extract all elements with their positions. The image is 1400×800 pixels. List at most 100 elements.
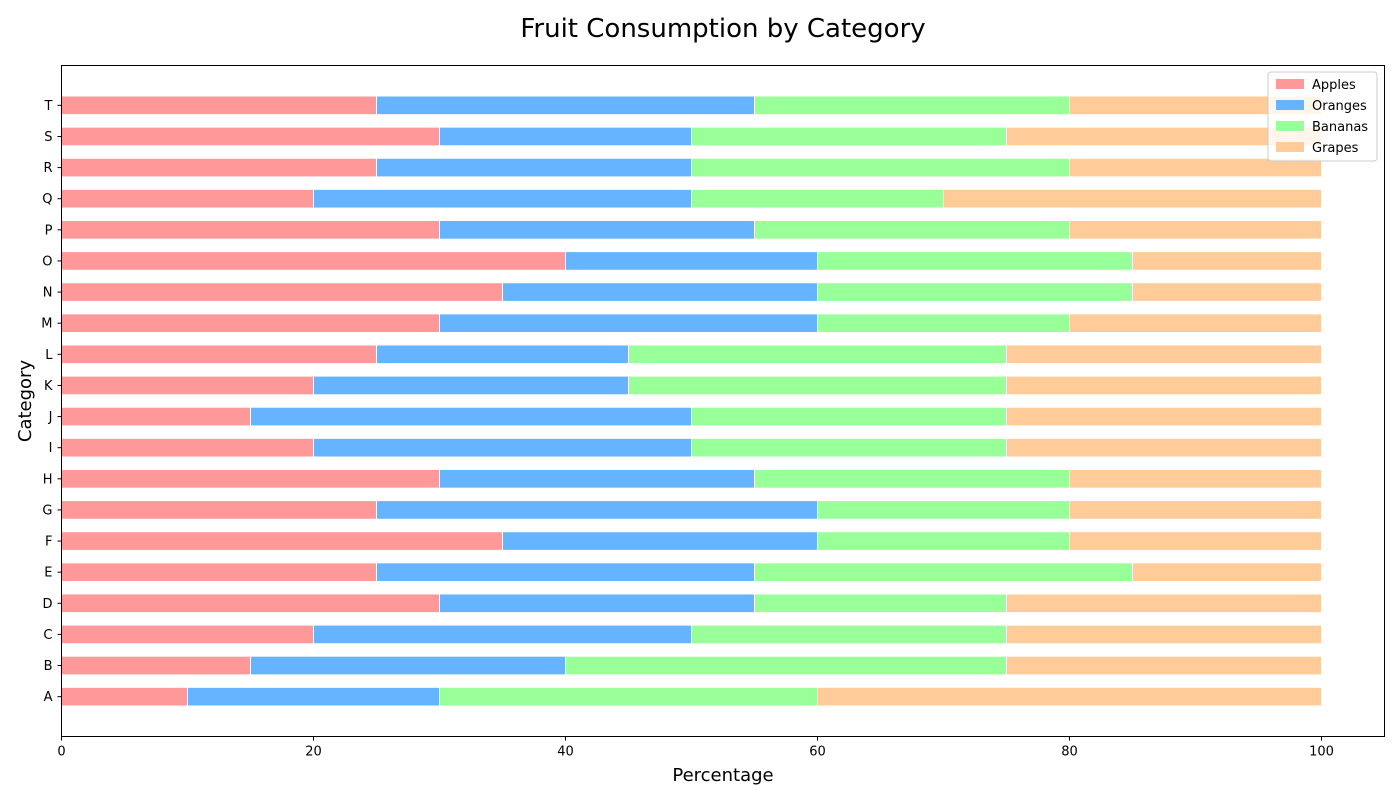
bar-apples-P (61, 219, 440, 240)
y-tick-label-H: H (43, 472, 53, 487)
bar-bananas-C (691, 624, 1007, 645)
bar-grapes-Q (943, 188, 1322, 209)
bar-oranges-J (250, 406, 692, 427)
bar-grapes-P (1069, 219, 1322, 240)
bar-apples-N (61, 282, 503, 302)
bar-grapes-L (1006, 344, 1322, 365)
bar-grapes-E (1132, 562, 1322, 583)
bar-bananas-N (817, 282, 1133, 302)
x-tick-label: 80 (1061, 745, 1078, 760)
bar-oranges-L (376, 344, 629, 365)
bar-grapes-I (1006, 437, 1322, 458)
plot-frame (61, 65, 1385, 737)
bar-grapes-C (1006, 624, 1322, 645)
y-tick-label-L: L (45, 348, 53, 363)
bar-oranges-F (502, 531, 818, 551)
x-tick-label: 0 (57, 745, 65, 760)
bar-grapes-K (1006, 375, 1322, 396)
bar-bananas-H (754, 468, 1070, 489)
bar-bananas-M (817, 313, 1070, 334)
bar-bananas-B (565, 655, 1007, 676)
bar-bananas-L (628, 344, 1007, 365)
bar-bananas-I (691, 437, 1007, 458)
bar-oranges-S (439, 126, 692, 147)
bar-bananas-J (691, 406, 1007, 427)
x-tick-label: 60 (809, 745, 826, 760)
bar-grapes-F (1069, 531, 1322, 551)
bar-oranges-E (376, 562, 755, 583)
y-tick-label-J: J (48, 410, 53, 425)
y-tick-label-Q: Q (42, 192, 52, 207)
bar-oranges-A (187, 686, 440, 707)
bar-apples-Q (61, 188, 314, 209)
bar-oranges-D (439, 593, 755, 614)
bar-apples-S (61, 126, 440, 147)
bar-bananas-O (817, 251, 1133, 271)
bar-oranges-I (313, 437, 692, 458)
y-tick-label-D: D (42, 597, 52, 612)
bar-oranges-N (502, 282, 818, 302)
bar-apples-H (61, 468, 440, 489)
bar-grapes-O (1132, 251, 1322, 271)
y-tick-label-O: O (42, 254, 52, 269)
x-tick-label: 100 (1309, 745, 1334, 760)
bar-oranges-K (313, 375, 629, 396)
bar-grapes-M (1069, 313, 1322, 334)
y-tick-label-R: R (43, 161, 52, 176)
y-tick-label-K: K (44, 379, 53, 394)
bar-apples-J (61, 406, 251, 427)
bar-bananas-S (691, 126, 1007, 147)
bar-grapes-A (817, 686, 1322, 707)
bar-oranges-P (439, 219, 755, 240)
bar-bananas-F (817, 531, 1070, 551)
legend-swatch-oranges (1276, 100, 1304, 110)
y-tick-label-I: I (49, 441, 53, 456)
y-tick-label-B: B (44, 659, 53, 674)
bar-apples-D (61, 593, 440, 614)
bar-oranges-C (313, 624, 692, 645)
bar-bananas-P (754, 219, 1070, 240)
y-tick-label-A: A (44, 690, 53, 705)
bar-bananas-Q (691, 188, 944, 209)
y-axis-label: Category (15, 360, 36, 443)
bar-grapes-H (1069, 468, 1322, 489)
bar-grapes-R (1069, 157, 1322, 178)
bar-bananas-A (439, 686, 818, 707)
bar-oranges-Q (313, 188, 692, 209)
bar-oranges-R (376, 157, 692, 178)
y-tick-label-S: S (44, 130, 52, 145)
legend-label-apples: Apples (1312, 78, 1356, 93)
legend-swatch-bananas (1276, 121, 1304, 131)
legend-label-grapes: Grapes (1312, 141, 1359, 156)
x-tick-label: 40 (557, 745, 574, 760)
y-tick-label-T: T (44, 99, 53, 114)
bar-grapes-B (1006, 655, 1322, 676)
bar-oranges-H (439, 468, 755, 489)
bar-apples-T (61, 95, 377, 116)
bar-apples-G (61, 500, 377, 520)
bar-apples-O (61, 251, 566, 271)
bar-grapes-D (1006, 593, 1322, 614)
bar-oranges-B (250, 655, 566, 676)
y-tick-label-E: E (44, 566, 52, 581)
bar-apples-F (61, 531, 503, 551)
y-tick-label-N: N (43, 286, 53, 301)
bar-bananas-K (628, 375, 1007, 396)
bar-grapes-G (1069, 500, 1322, 520)
legend-label-bananas: Bananas (1312, 120, 1368, 135)
x-tick-label: 20 (305, 745, 322, 760)
bar-grapes-J (1006, 406, 1322, 427)
x-axis: 0 20 40 60 80 100 (57, 736, 1334, 760)
legend-swatch-apples (1276, 79, 1304, 89)
bar-bananas-R (691, 157, 1070, 178)
legend-swatch-grapes (1276, 142, 1304, 152)
bar-apples-M (61, 313, 440, 334)
y-tick-label-M: M (41, 317, 52, 332)
bar-bananas-E (754, 562, 1133, 583)
bar-apples-E (61, 562, 377, 583)
bar-bananas-D (754, 593, 1007, 614)
bar-apples-I (61, 437, 314, 458)
x-axis-label: Percentage (672, 765, 773, 786)
bar-bananas-G (817, 500, 1070, 520)
bar-apples-R (61, 157, 377, 178)
